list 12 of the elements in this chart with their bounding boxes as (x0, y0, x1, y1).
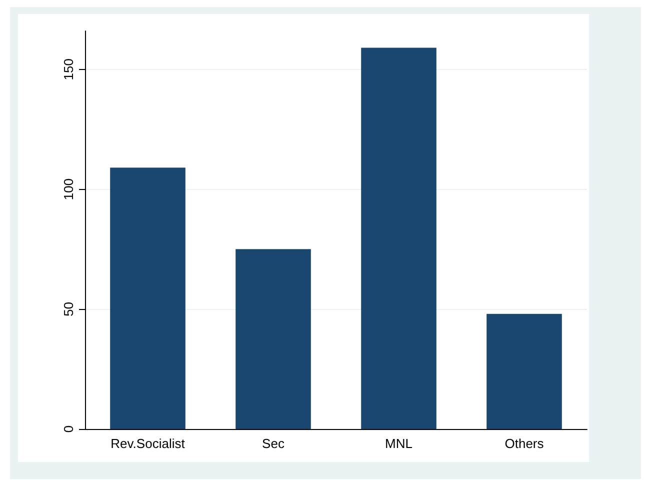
bar (361, 48, 436, 429)
x-tick-label: Others (504, 436, 544, 451)
y-tick-label: 150 (61, 58, 76, 80)
bar (236, 249, 311, 429)
x-tick-label: Rev.Socialist (110, 436, 186, 451)
x-tick-label: Sec (262, 436, 285, 451)
y-tick-label: 50 (61, 302, 76, 316)
y-tick-label: 0 (61, 425, 76, 433)
y-tick-label: 100 (61, 178, 76, 200)
bar (110, 168, 186, 429)
bar (486, 314, 562, 429)
x-tick-label: MNL (385, 436, 412, 451)
